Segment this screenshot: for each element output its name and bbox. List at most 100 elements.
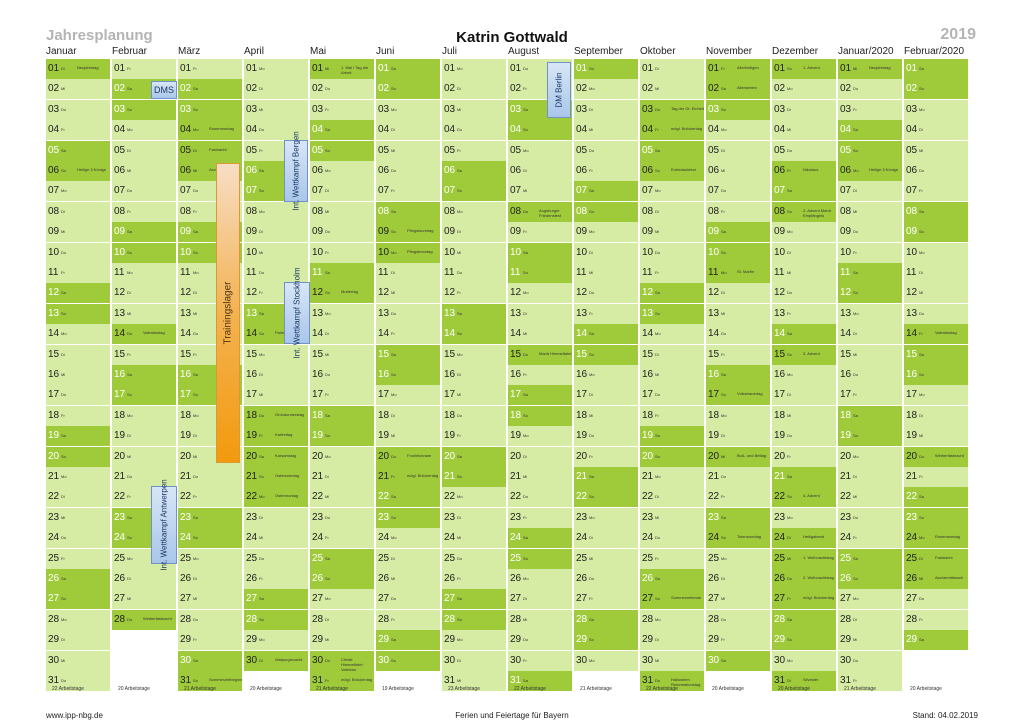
day-cell[interactable]: 16 Do bbox=[838, 365, 903, 386]
day-cell[interactable]: 15 Mi bbox=[310, 344, 375, 366]
day-cell[interactable]: 07 Fr bbox=[376, 181, 441, 203]
day-cell[interactable]: 06 Mi bbox=[112, 161, 177, 182]
day-cell[interactable]: 21 Do bbox=[178, 467, 243, 488]
day-cell[interactable]: 20 Mo bbox=[838, 446, 903, 468]
day-cell[interactable]: 20 Mi Buß- und Bettag bbox=[706, 446, 771, 468]
day-cell[interactable]: 25 Do bbox=[244, 548, 309, 570]
day-cell[interactable]: 29 Do bbox=[508, 630, 573, 652]
day-cell[interactable]: 14 Fr Valentinstag bbox=[904, 324, 969, 346]
day-cell[interactable]: 31 Fr mögl. Brückentag bbox=[310, 671, 375, 692]
day-cell[interactable]: 22 Sa bbox=[904, 487, 969, 509]
day-cell[interactable]: 30 Mo bbox=[574, 650, 639, 672]
day-cell[interactable]: 18 Fr bbox=[46, 405, 111, 427]
event-antwerpen[interactable]: Int. Wettkampf Antwerpen bbox=[151, 479, 177, 571]
day-cell[interactable]: 15 Fr bbox=[706, 344, 771, 366]
day-cell[interactable]: 16 Di bbox=[442, 365, 507, 386]
day-cell[interactable]: 14 Sa bbox=[772, 324, 837, 346]
day-cell[interactable]: 28 Di bbox=[838, 609, 903, 631]
day-cell[interactable]: 24 Do bbox=[640, 528, 705, 550]
day-cell[interactable]: 05 Do bbox=[772, 140, 837, 162]
footer-website[interactable]: www.ipp-nbg.de bbox=[46, 711, 103, 720]
day-cell[interactable]: 23 Do bbox=[838, 507, 903, 529]
day-cell[interactable]: 14 Mi bbox=[508, 324, 573, 346]
day-cell[interactable]: 06 Mo bbox=[310, 161, 375, 182]
day-cell[interactable]: 25 Sa bbox=[838, 548, 903, 570]
day-cell[interactable]: 03 Di bbox=[574, 99, 639, 121]
day-cell[interactable]: 08 Mo bbox=[442, 201, 507, 223]
event-dms[interactable]: DMS bbox=[151, 81, 177, 99]
day-cell[interactable]: 09 Mi bbox=[46, 222, 111, 244]
day-cell[interactable]: 28 Do bbox=[706, 609, 771, 631]
day-cell[interactable]: 08 Di bbox=[640, 201, 705, 223]
day-cell[interactable]: 31 Do bbox=[46, 671, 111, 692]
day-cell[interactable]: 18 Do Gründonnerstag bbox=[244, 405, 309, 427]
day-cell[interactable]: 19 Mi bbox=[376, 426, 441, 448]
day-cell[interactable]: 08 So bbox=[574, 201, 639, 223]
day-cell[interactable]: 02 So bbox=[904, 79, 969, 101]
day-cell[interactable]: 10 Mi bbox=[442, 242, 507, 264]
day-cell[interactable]: 05 Mi bbox=[904, 140, 969, 162]
day-cell[interactable]: 17 Mo bbox=[904, 385, 969, 407]
day-cell[interactable]: 10 Fr bbox=[310, 242, 375, 264]
day-cell[interactable]: 01 Fr bbox=[178, 59, 243, 80]
day-cell[interactable]: 03 Mo bbox=[904, 99, 969, 121]
day-cell[interactable]: 02 So bbox=[376, 79, 441, 101]
day-cell[interactable]: 23 Do bbox=[310, 507, 375, 529]
day-cell[interactable]: 14 Do Valentinstag bbox=[112, 324, 177, 346]
day-cell[interactable]: 12 Sa bbox=[640, 283, 705, 305]
day-cell[interactable]: 19 So bbox=[310, 426, 375, 448]
day-cell[interactable]: 18 Mo bbox=[112, 405, 177, 427]
day-cell[interactable]: 03 So bbox=[178, 99, 243, 121]
day-cell[interactable]: 28 Mo bbox=[46, 609, 111, 631]
day-cell[interactable]: 14 So bbox=[442, 324, 507, 346]
day-cell[interactable]: 10 So bbox=[706, 242, 771, 264]
day-cell[interactable]: 19 Mo bbox=[508, 426, 573, 448]
day-cell[interactable]: 01 Fr Allerheiligen bbox=[706, 59, 771, 80]
day-cell[interactable]: 11 Sa bbox=[310, 263, 375, 284]
day-cell[interactable]: 03 Di bbox=[772, 99, 837, 121]
day-cell[interactable]: 10 Sa bbox=[508, 242, 573, 264]
day-cell[interactable]: 04 Fr mögl. Brückentag bbox=[640, 120, 705, 142]
day-cell[interactable]: 16 Mi bbox=[640, 365, 705, 386]
day-cell[interactable]: 26 So bbox=[838, 569, 903, 590]
day-cell[interactable]: 19 Do bbox=[574, 426, 639, 448]
day-cell[interactable]: 01 Sa bbox=[376, 59, 441, 80]
day-cell[interactable]: 12 Sa bbox=[46, 283, 111, 305]
day-cell[interactable]: 02 Do bbox=[838, 79, 903, 101]
day-cell[interactable]: 06 Sa bbox=[442, 161, 507, 182]
day-cell[interactable]: 28 Di bbox=[310, 609, 375, 631]
day-cell[interactable]: 27 Di bbox=[508, 589, 573, 611]
day-cell[interactable]: 21 Mo bbox=[46, 467, 111, 488]
day-cell[interactable]: 16 Sa bbox=[706, 365, 771, 386]
day-cell[interactable]: 15 Di bbox=[640, 344, 705, 366]
day-cell[interactable]: 29 Sa bbox=[376, 630, 441, 652]
day-cell[interactable]: 28 Do Weiberfastnacht bbox=[112, 609, 177, 631]
day-cell[interactable]: 17 Do bbox=[640, 385, 705, 407]
day-cell[interactable]: 22 So 4. Advent bbox=[772, 487, 837, 509]
day-cell[interactable]: 05 Di Fastnacht bbox=[178, 140, 243, 162]
day-cell[interactable]: 24 Mi bbox=[244, 528, 309, 550]
day-cell[interactable]: 31 Do Halloween Reformationstag bbox=[640, 671, 705, 692]
day-cell[interactable]: 24 Fr bbox=[838, 528, 903, 550]
day-cell[interactable]: 22 Fr bbox=[178, 487, 243, 509]
day-cell[interactable]: 24 So bbox=[178, 528, 243, 550]
day-cell[interactable]: 31 Mi bbox=[442, 671, 507, 692]
day-cell[interactable]: 05 Di bbox=[706, 140, 771, 162]
day-cell[interactable]: 05 Do bbox=[574, 140, 639, 162]
day-cell[interactable]: 30 Sa bbox=[706, 650, 771, 672]
day-cell[interactable]: 08 Fr bbox=[112, 201, 177, 223]
day-cell[interactable]: 26 Sa bbox=[640, 569, 705, 590]
day-cell[interactable]: 26 Mo bbox=[508, 569, 573, 590]
day-cell[interactable]: 23 Mo bbox=[574, 507, 639, 529]
day-cell[interactable]: 15 So bbox=[574, 344, 639, 366]
day-cell[interactable]: 03 Mi bbox=[244, 99, 309, 121]
day-cell[interactable]: 27 So bbox=[46, 589, 111, 611]
day-cell[interactable]: 28 Fr bbox=[904, 609, 969, 631]
day-cell[interactable]: 25 Mi 1. Weihnachtstag bbox=[772, 548, 837, 570]
day-cell[interactable]: 23 Mi bbox=[46, 507, 111, 529]
day-cell[interactable]: 29 So bbox=[574, 630, 639, 652]
day-cell[interactable]: 09 Sa bbox=[112, 222, 177, 244]
day-cell[interactable]: 22 Fr bbox=[706, 487, 771, 509]
day-cell[interactable]: 15 Fr bbox=[112, 344, 177, 366]
day-cell[interactable]: 30 Mi bbox=[46, 650, 111, 672]
